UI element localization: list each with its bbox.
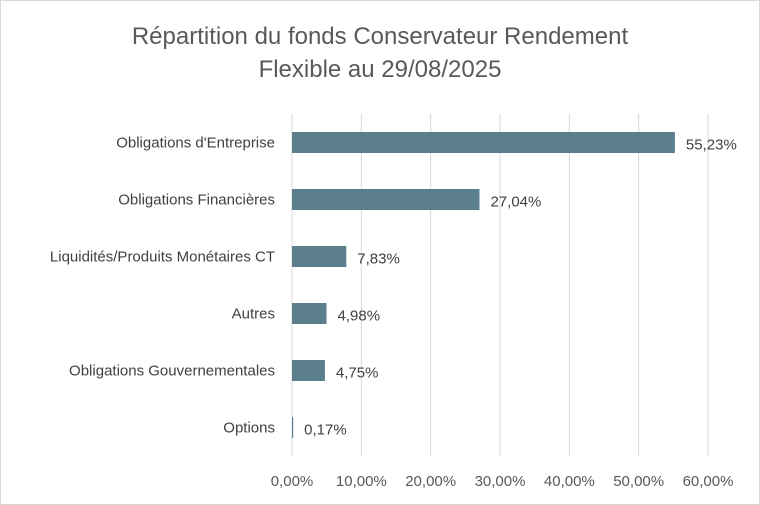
- category-label: Obligations Financières: [118, 192, 275, 209]
- gridlines: [291, 114, 709, 456]
- category-label: Obligations d'Entreprise: [116, 135, 275, 152]
- category-label: Liquidités/Produits Monétaires CT: [50, 249, 275, 266]
- x-axis-tick-labels: 0,00% 10,00% 20,00% 30,00% 40,00% 50,00% 60,00…: [271, 473, 734, 490]
- value-label: 4,98%: [338, 308, 381, 325]
- value-labels: 55,23% 27,04% 7,83% 4,98% 4,75% 0,17%: [304, 137, 737, 439]
- bar: [292, 303, 327, 324]
- value-label: 0,17%: [304, 422, 347, 439]
- chart-title-line-2: Flexible au 29/08/2025: [258, 56, 502, 83]
- x-tick-label: 50,00%: [613, 473, 664, 490]
- bars: [292, 132, 675, 438]
- bar: [292, 246, 347, 267]
- bar: [292, 132, 675, 153]
- category-label: Autres: [232, 306, 275, 323]
- bar: [292, 417, 294, 438]
- value-label: 27,04%: [490, 194, 541, 211]
- category-label: Options: [223, 420, 275, 437]
- value-label: 7,83%: [357, 251, 400, 268]
- bar: [292, 360, 325, 381]
- x-tick-label: 30,00%: [475, 473, 526, 490]
- category-labels: Obligations d'Entreprise Obligations Fina…: [50, 135, 275, 437]
- x-tick-label: 60,00%: [683, 473, 734, 490]
- value-label: 4,75%: [336, 365, 379, 382]
- x-tick-label: 10,00%: [336, 473, 387, 490]
- category-label: Obligations Gouvernementales: [69, 363, 275, 380]
- bar: [292, 189, 480, 210]
- chart-title: Répartition du fonds Conservateur Rendem…: [0, 20, 760, 86]
- x-tick-label: 40,00%: [544, 473, 595, 490]
- chart-title-line-1: Répartition du fonds Conservateur Rendem…: [131, 23, 629, 50]
- value-label: 55,23%: [686, 137, 737, 154]
- x-tick-label: 20,00%: [405, 473, 456, 490]
- x-tick-label: 0,00%: [271, 473, 314, 490]
